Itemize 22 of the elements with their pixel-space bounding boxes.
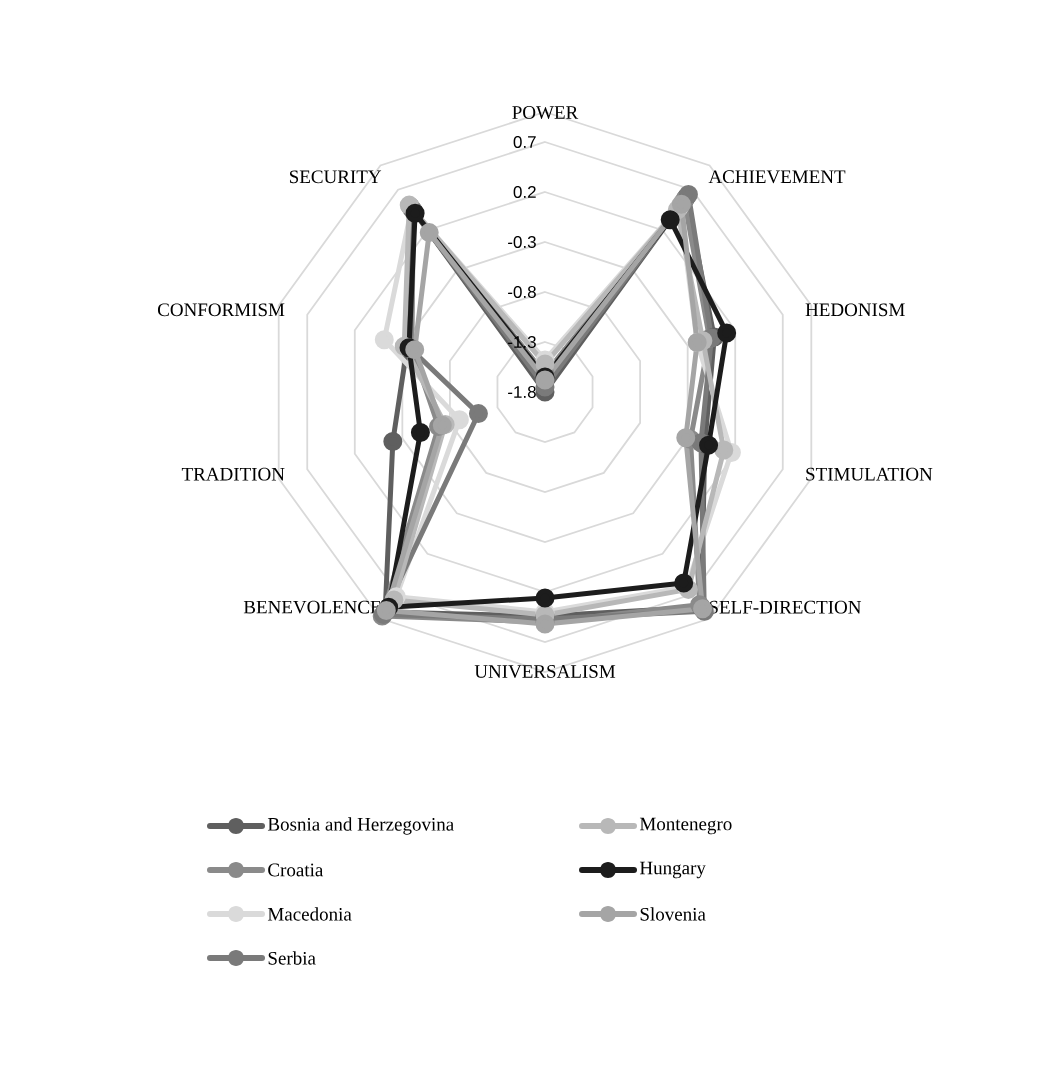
spoke-label: POWER [512, 106, 579, 119]
y-tick-label: -0.8 [508, 285, 536, 298]
spoke-label: BENEVOLENCE [243, 600, 381, 614]
spoke-label: UNIVERSALISM [474, 665, 616, 678]
y-tick-label: 0.7 [513, 135, 536, 148]
spoke-label: STIMULATION [806, 467, 933, 481]
spoke-label: SELF-DIRECTION [709, 600, 862, 614]
legend-label: Macedonia [267, 907, 352, 921]
legend-label: Montenegro [639, 817, 732, 835]
legend-label: Serbia [268, 951, 316, 965]
legend-label: Slovenia [640, 907, 706, 921]
y-tick-label: -0.3 [508, 235, 536, 248]
legend-label: Bosnia and Herzegovina [267, 817, 454, 835]
legend-label: Croatia [268, 863, 324, 877]
spoke-label: CONFORMISM [157, 303, 285, 317]
spoke-label: ACHIEVEMENT [708, 170, 846, 184]
y-tick-label: -1.8 [508, 385, 536, 398]
legend-label: Hungary [639, 861, 706, 879]
spoke-label: HEDONISM [805, 303, 905, 317]
spoke-label: TRADITION [181, 467, 285, 481]
y-tick-label: 0.2 [513, 185, 536, 198]
spoke-label: SECURITY [289, 170, 382, 184]
